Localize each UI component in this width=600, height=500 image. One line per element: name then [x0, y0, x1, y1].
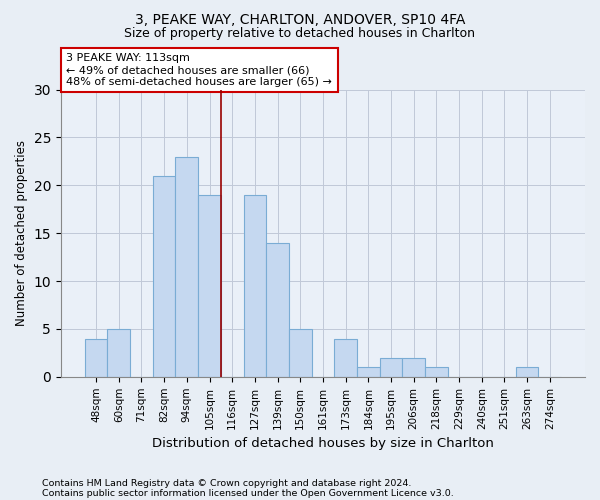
- Bar: [266, 243, 289, 377]
- Bar: [85, 338, 107, 377]
- Bar: [244, 195, 266, 377]
- Bar: [198, 195, 221, 377]
- Bar: [357, 367, 380, 377]
- Bar: [380, 358, 403, 377]
- Text: 3 PEAKE WAY: 113sqm
← 49% of detached houses are smaller (66)
48% of semi-detach: 3 PEAKE WAY: 113sqm ← 49% of detached ho…: [66, 54, 332, 86]
- Bar: [403, 358, 425, 377]
- Text: Size of property relative to detached houses in Charlton: Size of property relative to detached ho…: [125, 28, 476, 40]
- Bar: [175, 156, 198, 377]
- Text: Contains HM Land Registry data © Crown copyright and database right 2024.: Contains HM Land Registry data © Crown c…: [42, 478, 412, 488]
- X-axis label: Distribution of detached houses by size in Charlton: Distribution of detached houses by size …: [152, 437, 494, 450]
- Bar: [107, 329, 130, 377]
- Bar: [153, 176, 175, 377]
- Bar: [289, 329, 311, 377]
- Bar: [516, 367, 538, 377]
- Text: Contains public sector information licensed under the Open Government Licence v3: Contains public sector information licen…: [42, 488, 454, 498]
- Y-axis label: Number of detached properties: Number of detached properties: [15, 140, 28, 326]
- Text: 3, PEAKE WAY, CHARLTON, ANDOVER, SP10 4FA: 3, PEAKE WAY, CHARLTON, ANDOVER, SP10 4F…: [135, 12, 465, 26]
- Bar: [334, 338, 357, 377]
- Bar: [425, 367, 448, 377]
